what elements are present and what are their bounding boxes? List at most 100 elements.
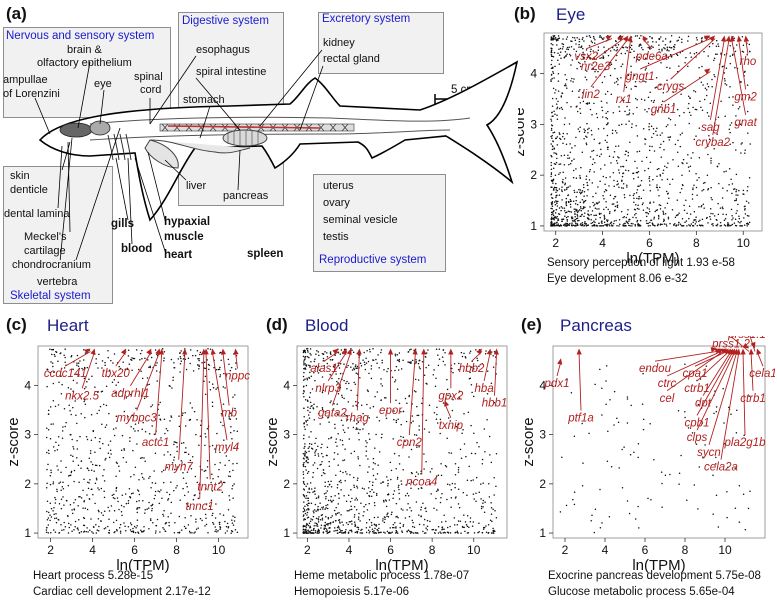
- gene-point: [342, 429, 345, 431]
- gene-point: [489, 454, 491, 456]
- panel-d-go-term-1: Heme metabolic process 1.78e-07: [294, 570, 470, 582]
- y-tick-label: 1: [539, 526, 546, 540]
- gene-point: [570, 105, 572, 108]
- gene-point: [594, 39, 596, 41]
- gene-point: [605, 116, 607, 119]
- gene-point: [580, 224, 583, 227]
- gene-point: [107, 506, 109, 509]
- gene-point: [695, 443, 698, 445]
- gene-point: [47, 409, 50, 412]
- gene-point: [413, 434, 416, 436]
- gene-point: [454, 483, 456, 485]
- gene-point: [605, 223, 607, 226]
- gene-point: [646, 368, 648, 370]
- gene-point: [348, 520, 351, 523]
- gene-point: [579, 108, 581, 110]
- gene-point: [79, 435, 81, 438]
- gene-point: [561, 199, 563, 201]
- gene-point: [583, 200, 586, 203]
- gene-point: [90, 439, 93, 442]
- gene-point: [374, 395, 376, 398]
- gene-point: [687, 95, 690, 97]
- gene-point: [347, 401, 350, 403]
- gene-point: [415, 434, 418, 436]
- gene-arrow: [65, 351, 91, 367]
- gene-point: [378, 419, 381, 422]
- gene-point: [566, 222, 569, 225]
- gene-point: [460, 351, 463, 354]
- gene-point: [569, 203, 572, 206]
- gene-point: [694, 223, 697, 225]
- gene-point: [625, 216, 628, 219]
- shark-anatomy-illustration: [34, 49, 519, 260]
- gene-point: [48, 452, 50, 455]
- gene-point: [56, 449, 59, 451]
- gene-point: [314, 358, 316, 361]
- gene-point: [707, 153, 709, 156]
- gene-point: [230, 532, 232, 534]
- gene-point: [352, 476, 355, 479]
- gene-label: clps: [687, 432, 708, 444]
- gene-point: [77, 362, 80, 364]
- gene-point: [738, 215, 740, 217]
- gene-point: [64, 526, 67, 528]
- gene-point: [603, 197, 605, 200]
- gene-point: [350, 520, 353, 522]
- gene-point: [357, 526, 360, 529]
- gene-point: [628, 112, 631, 114]
- gene-point: [411, 415, 414, 417]
- gene-point: [728, 406, 730, 409]
- gene-point: [566, 133, 568, 135]
- gene-point: [383, 531, 385, 534]
- gene-point: [729, 62, 732, 65]
- gene-point: [303, 371, 305, 374]
- gene-point: [143, 397, 146, 400]
- gene-point: [422, 530, 424, 533]
- gene-point: [713, 215, 716, 217]
- gene-point: [353, 505, 356, 508]
- gene-point: [305, 528, 307, 530]
- gene-point: [436, 406, 438, 409]
- gene-label: sycn: [697, 447, 721, 459]
- gene-point: [112, 496, 115, 499]
- gene-point: [232, 396, 234, 398]
- gene-point: [74, 526, 76, 528]
- gene-point: [326, 362, 329, 365]
- gene-point: [679, 223, 682, 225]
- gene-point: [63, 367, 66, 369]
- gene-point: [132, 449, 134, 452]
- gene-point: [186, 485, 188, 488]
- gene-point: [584, 206, 586, 208]
- gene-point: [339, 470, 342, 473]
- gene-point: [586, 35, 588, 38]
- gene-point: [396, 359, 399, 361]
- gene-point: [330, 516, 332, 519]
- gene-point: [370, 521, 373, 524]
- gene-point: [579, 112, 582, 115]
- gene-point: [617, 145, 620, 147]
- gene-point: [47, 524, 50, 526]
- gene-point: [343, 397, 345, 400]
- gene-point: [569, 162, 572, 165]
- gene-point: [735, 115, 737, 117]
- gene-point: [315, 449, 318, 451]
- gene-point: [193, 410, 196, 413]
- gene-point: [303, 407, 305, 410]
- gene-point: [111, 494, 114, 497]
- gene-point: [149, 475, 151, 478]
- gene-point: [717, 213, 720, 216]
- gene-point: [593, 214, 595, 217]
- gene-point: [428, 431, 430, 433]
- gene-point: [390, 469, 393, 472]
- gene-point: [187, 491, 190, 493]
- gene-label: nr2e3: [581, 61, 611, 73]
- gene-point: [328, 522, 330, 525]
- gene-point: [566, 101, 568, 104]
- gene-point: [590, 222, 592, 225]
- gene-point: [557, 35, 560, 37]
- gene-arrowhead: [735, 348, 741, 355]
- gene-point: [461, 432, 463, 435]
- gene-point: [590, 213, 592, 216]
- gene-point: [83, 367, 86, 369]
- gene-point: [698, 224, 701, 226]
